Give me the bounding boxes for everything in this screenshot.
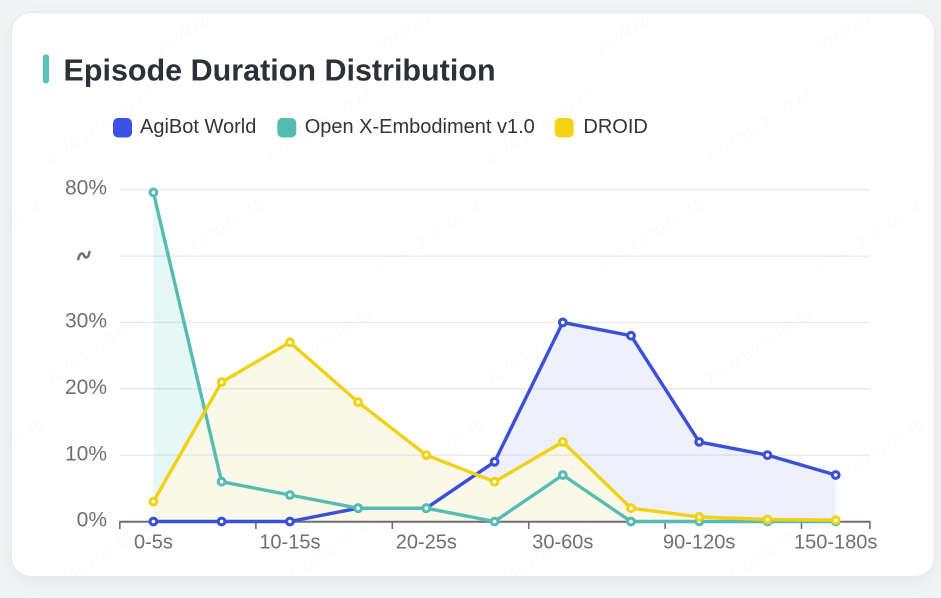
svg-text:2024/12/30 09:46: 2024/12/30 09:46 [813, 196, 927, 278]
svg-text:2024/12/30 09:46: 2024/12/30 09:46 [0, 416, 47, 498]
svg-text:10%: 10% [65, 442, 107, 465]
svg-text:2024/12/30 09:46: 2024/12/30 09:46 [153, 0, 267, 58]
svg-text:30-60s: 30-60s [532, 531, 593, 553]
svg-text:2024/12/30 09:46: 2024/12/30 09:46 [923, 516, 941, 598]
svg-text:2024/12/30 09:46: 2024/12/30 09:46 [813, 0, 927, 58]
svg-text:2024/12/30 09:46: 2024/12/30 09:46 [0, 0, 47, 58]
svg-text:0-5s: 0-5s [134, 531, 173, 553]
svg-text:2024/12/30 09:46: 2024/12/30 09:46 [373, 196, 487, 278]
svg-text:10-15s: 10-15s [259, 531, 320, 553]
svg-text:90-120s: 90-120s [663, 531, 735, 553]
svg-text:0%: 0% [77, 509, 107, 532]
svg-text:2024/12/30 09:46: 2024/12/30 09:46 [263, 516, 377, 598]
svg-text:20%: 20% [65, 376, 107, 399]
svg-text:2024/12/30 09:46: 2024/12/30 09:46 [373, 0, 487, 58]
svg-text:150-180s: 150-180s [794, 531, 877, 553]
svg-text:2024/12/30 09:46: 2024/12/30 09:46 [483, 516, 597, 598]
svg-text:AgiBot World: AgiBot World [140, 116, 256, 138]
svg-text:2024/12/30 09:46: 2024/12/30 09:46 [923, 86, 941, 168]
svg-text:Episode Duration Distribution: Episode Duration Distribution [64, 53, 496, 87]
svg-text:2024/12/30 09:46: 2024/12/30 09:46 [703, 86, 817, 168]
svg-text:2024/12/30 09:46: 2024/12/30 09:46 [703, 516, 817, 598]
svg-text:20-25s: 20-25s [396, 531, 457, 553]
svg-text:2024/12/30 09:46: 2024/12/30 09:46 [0, 196, 47, 278]
svg-text:DROID: DROID [583, 116, 647, 138]
svg-text:80%: 80% [65, 176, 107, 199]
svg-text:2024/12/30 09:46: 2024/12/30 09:46 [593, 0, 707, 58]
svg-text:2024/12/30 09:46: 2024/12/30 09:46 [593, 196, 707, 278]
svg-text:2024/12/30 09:46: 2024/12/30 09:46 [703, 306, 817, 388]
svg-text:30%: 30% [65, 310, 107, 333]
svg-text:Open X-Embodiment v1.0: Open X-Embodiment v1.0 [305, 116, 535, 138]
svg-text:2024/12/30 09:46: 2024/12/30 09:46 [923, 306, 941, 388]
